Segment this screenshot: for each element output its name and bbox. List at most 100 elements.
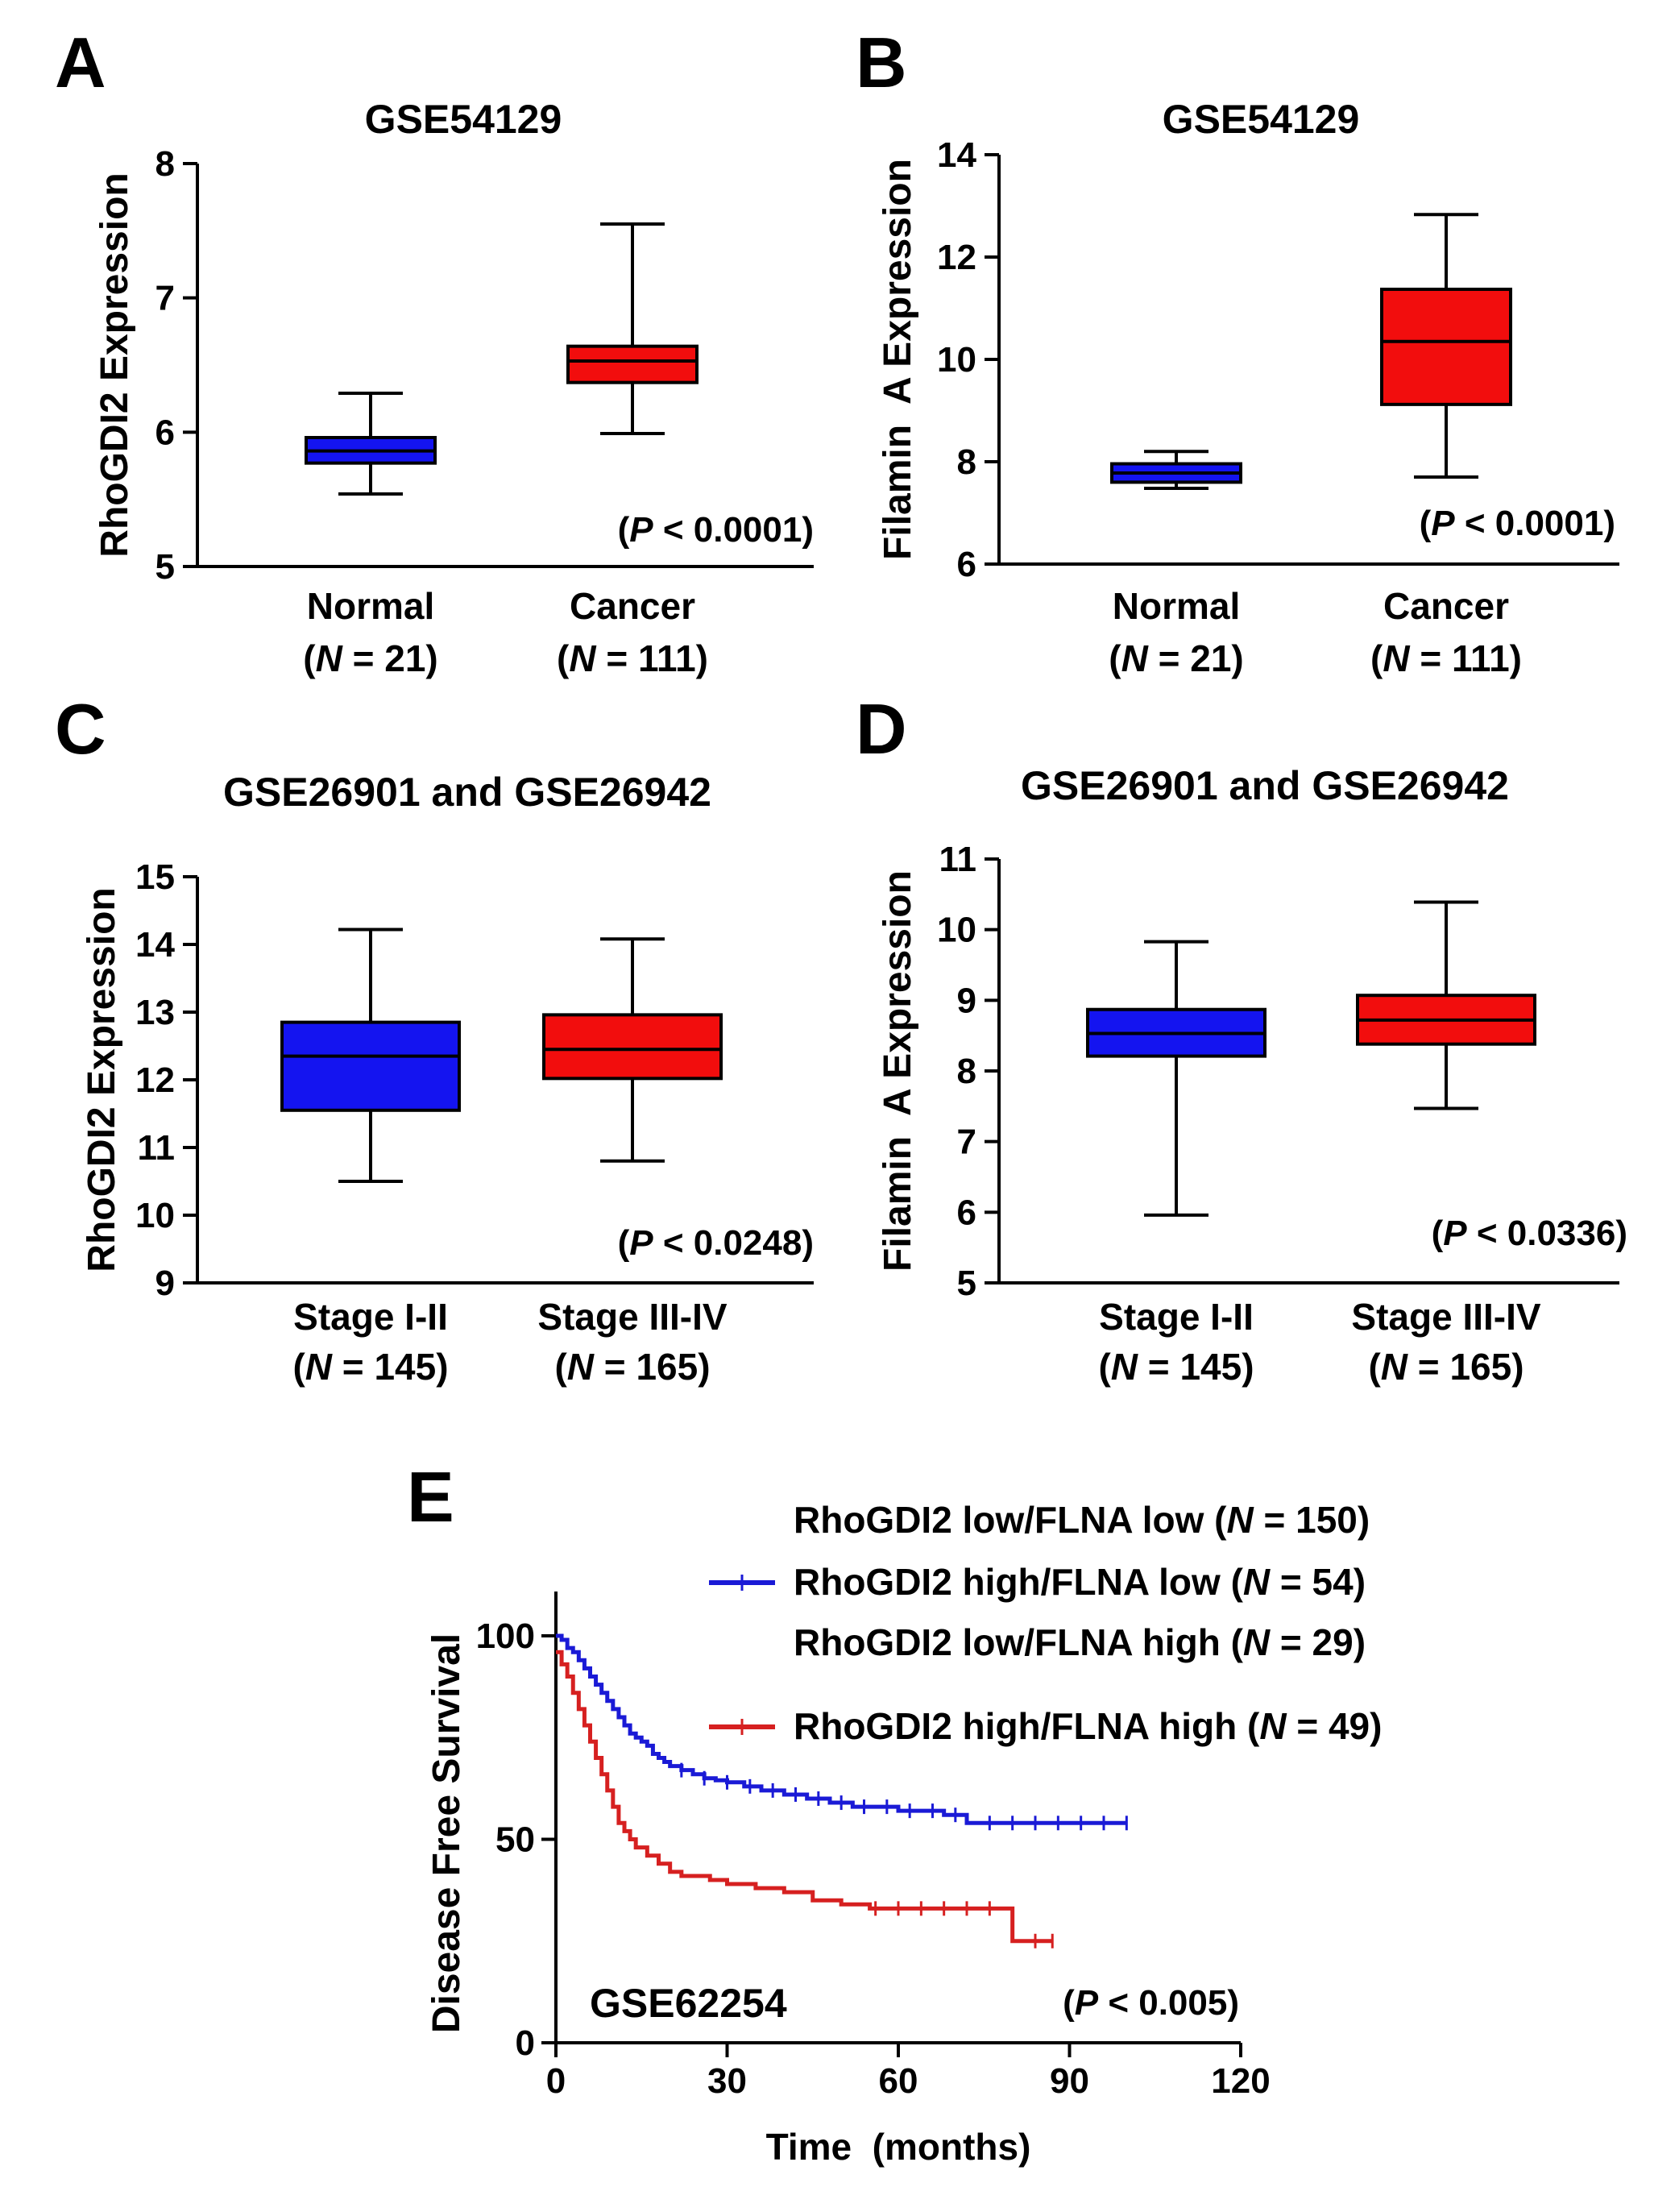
p-value-part: P [629,1223,653,1263]
box-group-1 [566,222,699,435]
y-tick-label: 11 [939,840,976,879]
x-tick-label: 0 [546,2061,566,2101]
y-tick-label: 8 [957,1052,976,1091]
y-tick-label: 50 [495,1820,535,1860]
x-tick-label: 30 [707,2061,747,2101]
y-tick-label: 11 [137,1128,175,1168]
group-n-label: (N = 21) [1109,637,1243,679]
group-label: Normal [307,585,434,627]
panel-e: E 0 50 100 0 30 60 90 120 Time (months) Disease Fr… [407,1457,1382,2168]
group-n-label-part: N [1111,1346,1138,1388]
y-tick-label: 10 [937,340,976,380]
x-tick-label: 60 [879,2061,918,2101]
y-tick-label: 0 [516,2023,535,2063]
y-tick-label: 7 [155,279,175,318]
p-value-part: P [1431,504,1455,543]
legend-entry-part: N [1226,1499,1254,1541]
y-tick-label: 8 [155,144,175,184]
group-n-label-part: ( [303,637,316,679]
group-label: Cancer [570,585,695,627]
group-n-label: (N = 145) [292,1346,448,1388]
group-n-label-part: = 21) [1148,637,1244,679]
panel-d: D GSE26901 and GSE26942 5 6 7 8 9 10 11 Filamin A… [856,689,1627,1388]
chart-title: GSE54129 [365,97,562,142]
box-group-0 [280,928,461,1183]
p-value: (P < 0.0248) [618,1223,814,1263]
box-group-0 [1110,450,1242,491]
legend-entry-part: = 29) [1270,1621,1366,1663]
legend-entry-part: RhoGDI2 high/FLNA high ( [794,1705,1260,1747]
y-tick-label: 7 [957,1123,976,1162]
y-tick-label: 10 [937,911,976,950]
group-n-label-part: = 111) [1410,637,1522,679]
group-n-label-part: = 145) [332,1346,449,1388]
panel-letter: E [407,1457,454,1537]
legend-entry-part: N [1243,1561,1271,1603]
p-value-part: ( [1420,504,1432,543]
group-label: Normal [1113,585,1240,627]
legend-entry-part: RhoGDI2 low/FLNA low ( [794,1499,1227,1541]
legend-entry-part: N [1243,1621,1271,1663]
legend-entry: RhoGDI2 high/FLNA low (N = 54) [794,1561,1366,1603]
group-n-label-part: N [1383,637,1410,679]
chart-title: GSE26901 and GSE26942 [223,770,711,815]
group-n-label: (N = 145) [1098,1346,1254,1388]
p-value-part: < 0.005) [1098,1983,1239,2023]
p-value: (P < 0.0336) [1432,1214,1627,1253]
x-tick-label: 90 [1050,2061,1089,2101]
box-iqr [280,1020,461,1112]
legend-entry: RhoGDI2 high/FLNA high (N = 49) [794,1705,1382,1747]
y-tick-label: 8 [957,442,976,482]
group-n-label-part: = 111) [596,637,708,679]
group-n-label-part: N [569,637,596,679]
panel-letter: A [55,23,106,102]
group-n-label: (N = 111) [557,637,708,679]
legend-entry: RhoGDI2 low/FLNA high (N = 29) [794,1621,1366,1663]
y-tick-label: 15 [135,857,175,897]
group-n-label-part: = 165) [1407,1346,1524,1388]
group-n-label-part: ( [557,637,570,679]
group-n-label-part: ( [1098,1346,1111,1388]
y-axis-label: Filamin A Expression [877,159,919,560]
p-value: (P < 0.005) [1063,1983,1239,2023]
group-n-label-part: = 145) [1138,1346,1254,1388]
p-value-part: < 0.0001) [653,510,814,550]
y-tick-label: 5 [957,1264,976,1303]
panel-letter: D [856,689,907,769]
x-tick-label: 120 [1211,2061,1270,2101]
y-tick-label: 14 [135,925,175,965]
box-group-1 [1356,900,1536,1110]
box-group-0 [1086,940,1267,1217]
group-n-label-part: N [567,1346,595,1388]
box-iqr [566,344,699,384]
chart-title: GSE54129 [1163,97,1360,142]
p-value-part: < 0.0248) [653,1223,814,1263]
y-axis-label: Disease Free Survival [425,1633,468,2033]
panel-b: B GSE54129 6 8 10 12 14 Filamin A Expression Nor… [856,23,1619,679]
y-axis-label: RhoGDI2 Expression [93,172,136,557]
group-label: Stage I-II [293,1296,448,1338]
y-axis-label: Filamin A Expression [877,870,919,1272]
group-n-label: (N = 21) [303,637,437,679]
legend-entry-part: RhoGDI2 high/FLNA low ( [794,1561,1244,1603]
panel-letter: C [55,689,106,769]
group-n-label-part: ( [292,1346,305,1388]
km-curve-red [556,1650,1053,1944]
group-label: Cancer [1383,585,1509,627]
group-n-label-part: ( [554,1346,567,1388]
y-tick-label: 5 [155,547,175,587]
y-tick-label: 9 [957,981,976,1020]
y-tick-label: 10 [135,1196,175,1235]
legend-entry-part: N [1259,1705,1287,1747]
y-tick-label: 100 [476,1616,535,1656]
dataset-label: GSE62254 [590,1981,787,2026]
p-value-part: ( [1063,1983,1075,2023]
group-n-label: (N = 165) [1368,1346,1524,1388]
p-value-part: ( [618,1223,630,1263]
box-iqr [542,1013,723,1081]
group-n-label-part: N [316,637,343,679]
p-value-part: ( [1432,1214,1444,1253]
group-n-label-part: N [1381,1346,1408,1388]
group-n-label-part: ( [1368,1346,1381,1388]
